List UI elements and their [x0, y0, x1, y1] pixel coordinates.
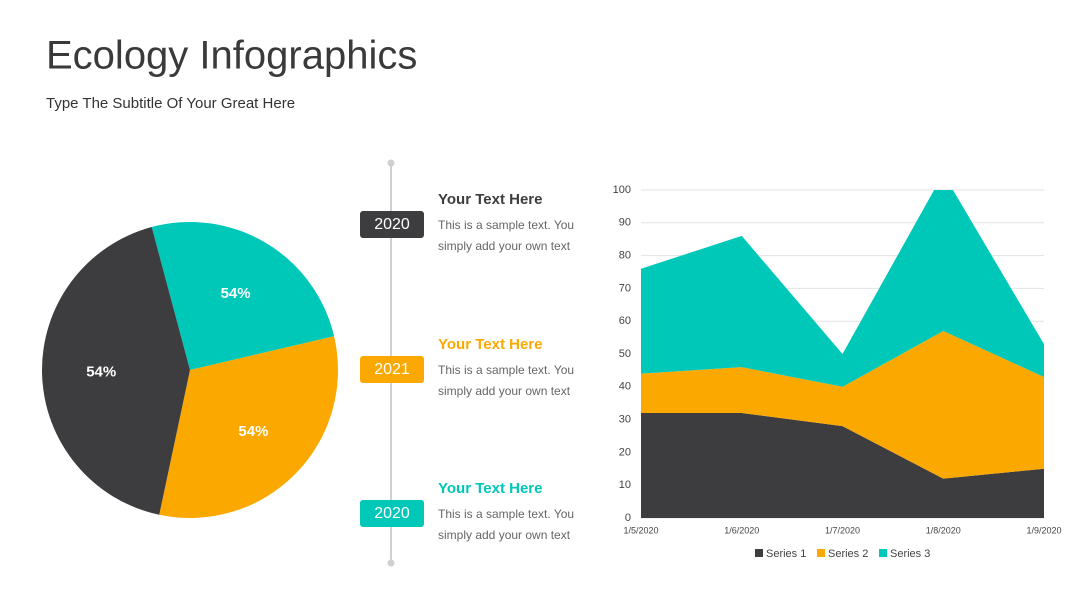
legend-label: Series 2 [828, 548, 868, 560]
legend-swatch [879, 549, 887, 557]
area [641, 413, 1044, 518]
area [641, 331, 1044, 479]
legend-swatch [817, 549, 825, 557]
pie-slice [42, 227, 190, 515]
slice-label: 54% [86, 363, 116, 380]
item-heading: Your Text Here [438, 191, 542, 208]
item-heading: Your Text Here [438, 336, 542, 353]
legend-label: Series 3 [890, 548, 930, 560]
y-tick-label: 40 [619, 381, 631, 393]
year-label: 2020 [374, 216, 410, 233]
item-text: This is a sample text. You [438, 507, 574, 521]
year-badge [360, 356, 424, 383]
item-text: simply add your own text [438, 384, 571, 398]
year-badge [360, 211, 424, 238]
y-tick-label: 60 [619, 315, 631, 327]
area [641, 190, 1044, 387]
year-label: 2021 [374, 361, 410, 378]
x-tick-label: 1/9/2020 [1026, 525, 1061, 535]
item-text: simply add your own text [438, 239, 571, 253]
timeline-dot [387, 159, 395, 167]
year-badge [360, 500, 424, 527]
timeline-dot [387, 559, 395, 567]
legend-swatch [755, 549, 763, 557]
year-label: 2020 [374, 505, 410, 522]
item-text: This is a sample text. You [438, 218, 574, 232]
legend-label: Series 1 [766, 548, 806, 560]
y-tick-label: 10 [619, 479, 631, 491]
x-tick-label: 1/6/2020 [724, 525, 759, 535]
subtitle: Type The Subtitle Of Your Great Here [46, 95, 295, 112]
y-tick-label: 90 [619, 217, 631, 229]
item-heading: Your Text Here [438, 480, 542, 497]
y-tick-label: 50 [619, 348, 631, 360]
plot [641, 190, 1044, 518]
item-text: This is a sample text. You [438, 363, 574, 377]
pie-slice [151, 222, 335, 370]
y-tick-label: 30 [619, 414, 631, 426]
y-tick-label: 80 [619, 250, 631, 262]
slice-label: 54% [238, 423, 268, 440]
x-tick-label: 1/5/2020 [623, 525, 658, 535]
y-tick-label: 0 [625, 512, 631, 524]
x-tick-label: 1/7/2020 [825, 525, 860, 535]
slice-label: 54% [221, 285, 251, 302]
x-tick-label: 1/8/2020 [926, 525, 961, 535]
pie-slice [159, 336, 339, 518]
y-tick-label: 20 [619, 446, 631, 458]
title: Ecology Infographics [46, 34, 417, 78]
y-tick-label: 100 [613, 184, 631, 196]
y-tick-label: 70 [619, 282, 631, 294]
item-text: simply add your own text [438, 528, 571, 542]
